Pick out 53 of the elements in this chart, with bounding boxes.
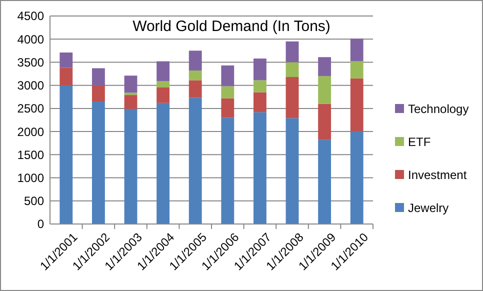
bar	[286, 41, 299, 62]
chart-title: World Gold Demand (In Tons)	[132, 18, 330, 35]
bar	[124, 95, 138, 109]
bar	[350, 61, 364, 78]
y-tick-label: 2500	[17, 102, 44, 116]
bar	[318, 140, 332, 224]
bar	[124, 76, 138, 93]
bar	[350, 78, 364, 132]
bar	[286, 77, 299, 118]
bar	[156, 102, 170, 224]
bar	[221, 65, 234, 86]
bar	[253, 58, 266, 80]
y-tick-label: 1500	[17, 148, 44, 162]
bar	[188, 98, 202, 224]
y-tick-label: 3500	[17, 55, 44, 70]
bar	[221, 98, 234, 118]
bar	[253, 92, 266, 112]
legend-label: Investment	[408, 168, 468, 182]
bar	[92, 68, 105, 86]
bar	[253, 112, 266, 224]
y-tick-label: 4500	[17, 9, 44, 24]
bar	[286, 118, 299, 224]
bar	[318, 57, 332, 76]
bar	[350, 38, 364, 62]
bar	[156, 61, 170, 82]
bar	[60, 52, 73, 68]
legend-label: ETF	[408, 135, 431, 150]
bar	[124, 92, 138, 96]
bar	[92, 102, 105, 224]
y-tick-label: 4000	[17, 32, 44, 46]
bar	[124, 108, 138, 224]
bar	[60, 68, 73, 86]
bar	[318, 76, 332, 104]
y-tick-label: 500	[24, 194, 44, 208]
bar	[350, 131, 364, 224]
y-tick-label: 1000	[17, 170, 44, 185]
bar	[188, 70, 202, 80]
bar	[221, 86, 234, 98]
bar	[318, 104, 332, 140]
bar	[221, 118, 234, 224]
legend-label: Technology	[408, 102, 469, 116]
bar	[253, 80, 266, 92]
bar	[156, 81, 170, 88]
bar	[188, 80, 202, 98]
y-tick-label: 2000	[17, 124, 44, 139]
bar	[92, 85, 105, 102]
legend-label: Jewelry	[408, 201, 449, 216]
y-tick-label: 3000	[17, 78, 44, 93]
y-tick-label: 0	[37, 217, 44, 232]
bar	[188, 50, 202, 71]
bar	[60, 85, 73, 224]
bar	[156, 87, 170, 103]
bar	[286, 62, 299, 78]
